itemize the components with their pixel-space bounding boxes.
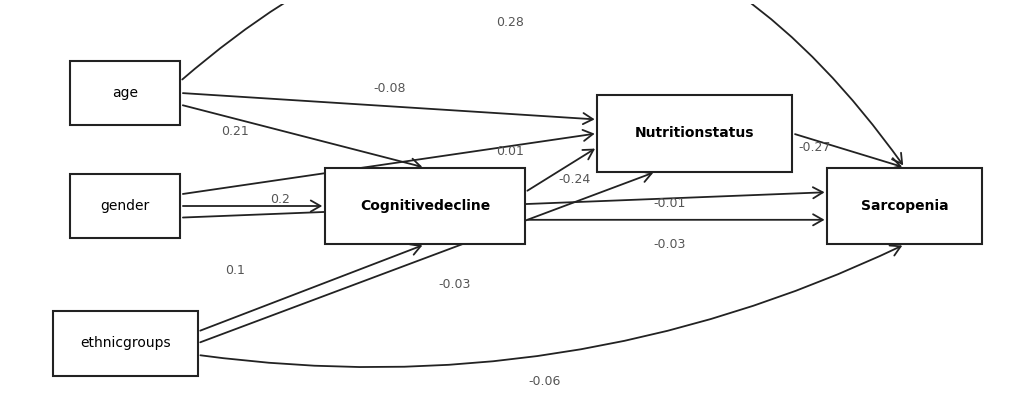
FancyArrowPatch shape [182, 187, 822, 218]
FancyBboxPatch shape [826, 168, 981, 244]
Text: -0.27: -0.27 [798, 141, 830, 154]
FancyArrowPatch shape [182, 0, 901, 164]
FancyArrowPatch shape [200, 244, 420, 331]
FancyBboxPatch shape [53, 311, 198, 376]
Text: age: age [112, 86, 138, 100]
Text: 0.1: 0.1 [225, 264, 245, 277]
Text: Sarcopenia: Sarcopenia [860, 199, 948, 213]
Text: 0.2: 0.2 [270, 194, 289, 206]
Text: 0.28: 0.28 [495, 16, 524, 29]
Text: -0.03: -0.03 [653, 238, 686, 251]
Text: -0.08: -0.08 [373, 82, 406, 96]
FancyArrowPatch shape [527, 150, 593, 191]
FancyArrowPatch shape [527, 214, 822, 225]
Text: 0.21: 0.21 [221, 125, 249, 138]
FancyArrowPatch shape [182, 105, 420, 169]
FancyArrowPatch shape [200, 171, 651, 342]
Text: Nutritionstatus: Nutritionstatus [635, 126, 754, 140]
Text: -0.06: -0.06 [528, 375, 560, 388]
FancyBboxPatch shape [325, 168, 525, 244]
Text: -0.03: -0.03 [438, 278, 471, 291]
FancyArrowPatch shape [794, 134, 900, 169]
Text: gender: gender [101, 199, 150, 213]
FancyArrowPatch shape [182, 93, 592, 124]
Text: 0.01: 0.01 [495, 145, 524, 158]
FancyBboxPatch shape [70, 174, 180, 238]
Text: Cognitivedecline: Cognitivedecline [360, 199, 490, 213]
Text: ethnicgroups: ethnicgroups [79, 336, 170, 350]
Text: -0.01: -0.01 [653, 197, 686, 211]
Text: -0.24: -0.24 [558, 173, 591, 186]
FancyArrowPatch shape [182, 201, 320, 211]
FancyArrowPatch shape [200, 246, 900, 367]
FancyBboxPatch shape [70, 61, 180, 125]
FancyArrowPatch shape [182, 130, 592, 194]
FancyBboxPatch shape [597, 95, 792, 172]
